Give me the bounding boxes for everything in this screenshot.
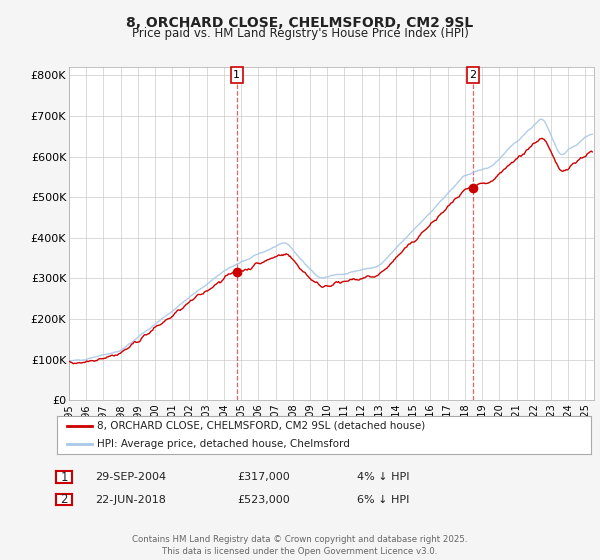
Text: HPI: Average price, detached house, Chelmsford: HPI: Average price, detached house, Chel… <box>97 439 350 449</box>
Text: 8, ORCHARD CLOSE, CHELMSFORD, CM2 9SL: 8, ORCHARD CLOSE, CHELMSFORD, CM2 9SL <box>127 16 473 30</box>
Text: Price paid vs. HM Land Registry's House Price Index (HPI): Price paid vs. HM Land Registry's House … <box>131 27 469 40</box>
Text: 1: 1 <box>61 470 68 484</box>
Text: Contains HM Land Registry data © Crown copyright and database right 2025.
This d: Contains HM Land Registry data © Crown c… <box>132 535 468 556</box>
Text: 1: 1 <box>233 70 241 80</box>
Text: 29-SEP-2004: 29-SEP-2004 <box>95 472 166 482</box>
Text: 22-JUN-2018: 22-JUN-2018 <box>95 494 166 505</box>
Text: 2: 2 <box>469 70 476 80</box>
Text: £523,000: £523,000 <box>237 494 290 505</box>
Text: 8, ORCHARD CLOSE, CHELMSFORD, CM2 9SL (detached house): 8, ORCHARD CLOSE, CHELMSFORD, CM2 9SL (d… <box>97 421 425 431</box>
Text: 4% ↓ HPI: 4% ↓ HPI <box>357 472 409 482</box>
Text: 2: 2 <box>61 493 68 506</box>
Text: 6% ↓ HPI: 6% ↓ HPI <box>357 494 409 505</box>
Text: £317,000: £317,000 <box>237 472 290 482</box>
